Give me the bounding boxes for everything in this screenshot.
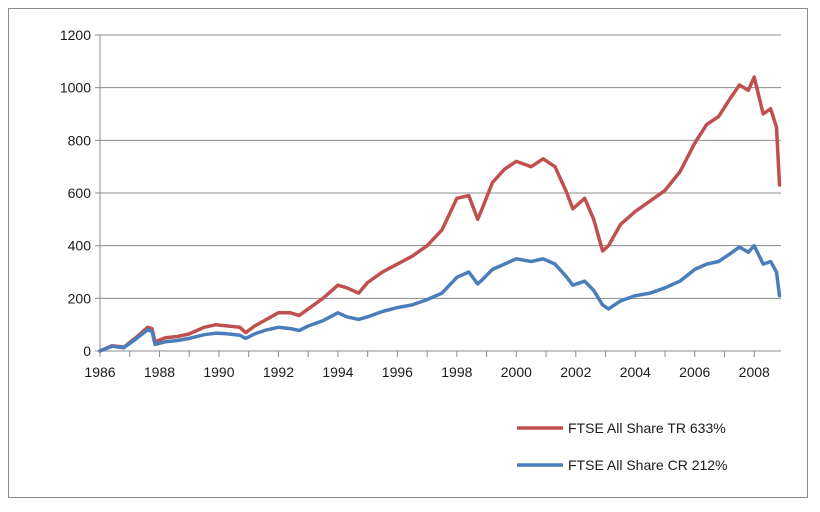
x-tick-label: 1994 [322,364,353,380]
chart-frame [8,8,808,498]
x-tick-label: 2006 [679,364,710,380]
x-axis-ticks: 1986 1988 1990 1992 1994 1996 1998 2000 2002 2004… [84,351,770,380]
x-tick-label: 1996 [382,364,413,380]
y-tick-label: 200 [68,290,92,306]
x-tick-label: 2004 [620,364,651,380]
y-tick-label: 0 [83,343,91,359]
y-tick-label: 400 [68,238,92,254]
series-lines [98,75,782,353]
gridlines [100,34,781,299]
x-tick-label: 1986 [84,364,115,380]
x-tick-label: 2008 [739,364,770,380]
legend-label: FTSE All Share TR 633% [568,420,726,436]
y-tick-label: 600 [68,185,92,201]
y-tick-label: 1200 [60,27,91,43]
x-tick-label: 1992 [263,364,294,380]
y-axis-ticks: 0 200 400 600 800 1000 1200 [60,27,100,359]
y-tick-label: 800 [68,132,92,148]
series-line-cr [98,243,782,353]
y-tick-label: 1000 [60,80,91,96]
x-tick-label: 1990 [203,364,234,380]
x-tick-label: 2000 [501,364,532,380]
legend: FTSE All Share TR 633% FTSE All Share CR … [517,420,728,473]
series-line-tr [98,75,782,353]
legend-label: FTSE All Share CR 212% [568,457,728,473]
x-tick-label: 1988 [144,364,175,380]
x-tick-label: 1998 [441,364,472,380]
x-tick-label: 2002 [560,364,591,380]
